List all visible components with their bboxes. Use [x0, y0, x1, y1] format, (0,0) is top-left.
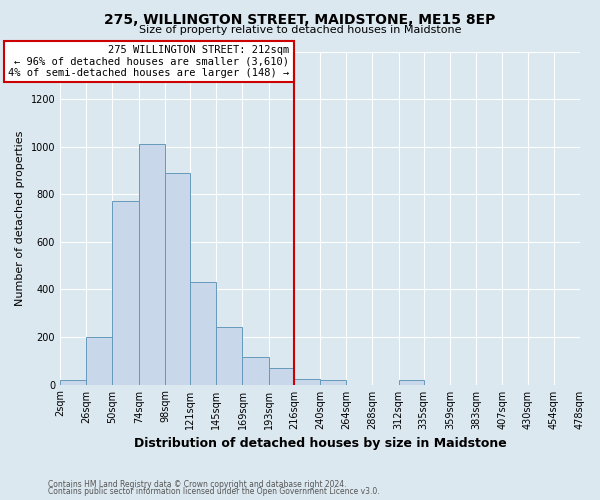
Bar	[86, 337, 112, 384]
Bar	[320, 380, 346, 384]
Bar	[294, 378, 320, 384]
Text: Contains public sector information licensed under the Open Government Licence v3: Contains public sector information licen…	[48, 488, 380, 496]
Bar	[60, 380, 86, 384]
Text: Size of property relative to detached houses in Maidstone: Size of property relative to detached ho…	[139, 25, 461, 35]
Bar	[398, 380, 424, 384]
X-axis label: Distribution of detached houses by size in Maidstone: Distribution of detached houses by size …	[134, 437, 506, 450]
Text: 275 WILLINGTON STREET: 212sqm
← 96% of detached houses are smaller (3,610)
4% of: 275 WILLINGTON STREET: 212sqm ← 96% of d…	[8, 45, 289, 78]
Bar	[269, 368, 294, 384]
Bar	[190, 282, 216, 384]
Text: Contains HM Land Registry data © Crown copyright and database right 2024.: Contains HM Land Registry data © Crown c…	[48, 480, 347, 489]
Text: 275, WILLINGTON STREET, MAIDSTONE, ME15 8EP: 275, WILLINGTON STREET, MAIDSTONE, ME15 …	[104, 12, 496, 26]
Bar	[165, 173, 190, 384]
Bar	[139, 144, 165, 384]
Bar	[112, 202, 139, 384]
Y-axis label: Number of detached properties: Number of detached properties	[15, 130, 25, 306]
Bar	[242, 357, 269, 384]
Bar	[216, 328, 242, 384]
